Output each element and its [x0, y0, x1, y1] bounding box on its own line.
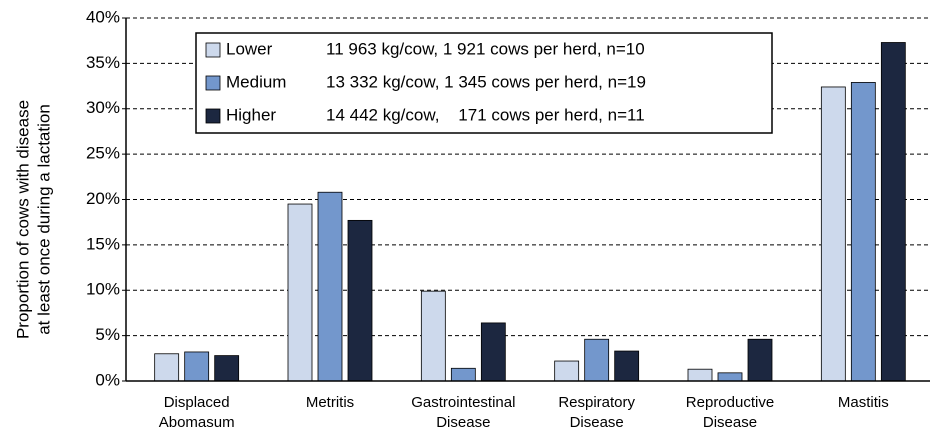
bar — [184, 351, 210, 382]
bar — [450, 367, 476, 382]
y-tick-label: 0% — [95, 370, 120, 389]
x-tick-line: Disease — [436, 414, 490, 431]
bar — [687, 368, 713, 382]
x-tick-label: Displaced Abomasum — [159, 394, 235, 431]
legend-swatch — [205, 108, 221, 124]
y-tick-label: 10% — [86, 280, 120, 299]
x-tick-line: Gastrointestinal — [411, 394, 515, 411]
bar — [614, 350, 640, 382]
bar — [480, 322, 506, 382]
legend-description: 13 332 kg/cow, 1 345 cows per herd, n=19 — [326, 72, 646, 91]
x-tick-line: Respiratory — [558, 394, 635, 411]
bar — [850, 82, 876, 382]
legend-box — [195, 32, 773, 134]
bar — [214, 355, 240, 382]
y-tick-label: 40% — [86, 7, 120, 26]
x-tick-line: Abomasum — [159, 414, 235, 431]
y-tick-label: 35% — [86, 53, 120, 72]
x-tick-line: Reproductive — [686, 394, 774, 411]
y-tick-label: 5% — [95, 325, 120, 344]
y-tick-label: 25% — [86, 144, 120, 163]
bar — [880, 42, 906, 382]
x-tick-line: Disease — [570, 414, 624, 431]
bar — [554, 360, 580, 382]
y-tick-label: 30% — [86, 98, 120, 117]
y-axis-label: Proportion of cows with disease — [13, 100, 32, 339]
y-tick-label: 20% — [86, 189, 120, 208]
x-tick-label: Respiratory Disease — [558, 394, 635, 431]
x-tick-line: Displaced — [164, 394, 230, 411]
legend-label: Higher — [226, 105, 276, 124]
bar — [347, 219, 373, 382]
bar — [420, 290, 446, 382]
legend-swatch — [205, 42, 221, 58]
legend-swatch — [205, 75, 221, 91]
y-axis-label: at least once during a lactation — [34, 104, 53, 335]
x-tick-label: Reproductive Disease — [686, 394, 774, 431]
legend-description: 11 963 kg/cow, 1 921 cows per herd, n=10 — [326, 39, 645, 58]
bar — [584, 338, 610, 382]
legend-description: 14 442 kg/cow, 171 cows per herd, n=11 — [326, 105, 645, 124]
bar — [287, 203, 313, 382]
bar — [820, 86, 846, 382]
bar — [717, 372, 743, 382]
x-tick-line: Disease — [703, 414, 757, 431]
bar — [317, 191, 343, 382]
legend-label: Lower — [226, 39, 273, 58]
x-tick-label: Metritis — [306, 394, 354, 411]
bar — [154, 353, 180, 382]
legend-label: Medium — [226, 72, 286, 91]
bar — [747, 338, 773, 382]
x-tick-label: Gastrointestinal Disease — [411, 394, 515, 431]
y-tick-label: 15% — [86, 234, 120, 253]
x-tick-label: Mastitis — [838, 394, 889, 411]
